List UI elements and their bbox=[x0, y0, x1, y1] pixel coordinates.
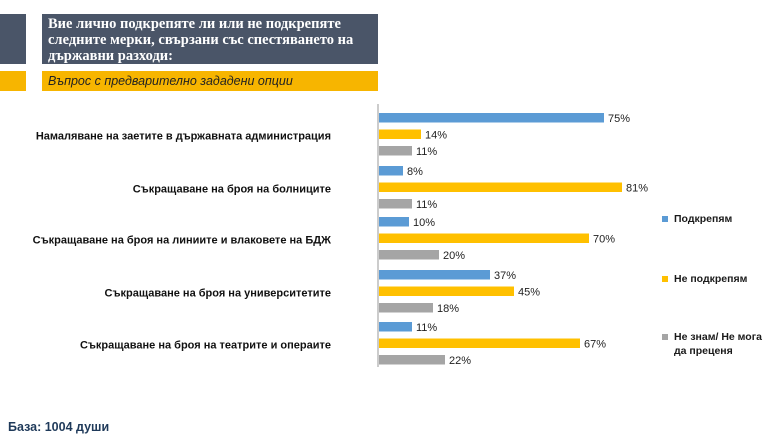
header-title-marker bbox=[0, 14, 26, 64]
legend-label: Не знам/ Не мога да преценя bbox=[674, 331, 762, 357]
sample-base-note: База: 1004 души bbox=[8, 420, 110, 434]
data-label: 37% bbox=[494, 270, 516, 282]
bar bbox=[379, 113, 604, 123]
chart-title: Вие лично подкрепяте ли или не подкрепят… bbox=[42, 14, 378, 64]
bar bbox=[379, 286, 514, 296]
data-label: 22% bbox=[449, 355, 471, 367]
bar bbox=[379, 146, 412, 156]
data-label: 20% bbox=[443, 250, 465, 262]
legend-swatch bbox=[662, 276, 668, 282]
data-label: 81% bbox=[626, 183, 648, 195]
data-label: 75% bbox=[608, 113, 630, 125]
data-label: 18% bbox=[437, 303, 459, 315]
bar bbox=[379, 129, 421, 139]
legend-label: Подкрепям bbox=[674, 213, 733, 225]
data-label: 70% bbox=[593, 234, 615, 246]
category-label: Съкращаване на броя на болниците bbox=[133, 183, 331, 195]
legend-swatch bbox=[662, 216, 668, 222]
bar bbox=[379, 217, 409, 227]
data-label: 10% bbox=[413, 217, 435, 229]
bar bbox=[379, 182, 622, 192]
bar bbox=[379, 270, 490, 280]
data-label: 14% bbox=[425, 130, 447, 142]
category-label: Съкращаване на броя на университетите bbox=[105, 287, 331, 299]
chart-subtitle: Въпрос с предварително зададени опции bbox=[42, 71, 378, 91]
header-subtitle-marker bbox=[0, 71, 26, 91]
category-label: Съкращаване на броя на линиите и влакове… bbox=[33, 234, 331, 246]
bar bbox=[379, 355, 445, 365]
bar bbox=[379, 250, 439, 260]
data-label: 11% bbox=[416, 322, 437, 334]
bar bbox=[379, 233, 589, 243]
data-label: 67% bbox=[584, 339, 606, 351]
data-label: 11% bbox=[416, 146, 437, 158]
data-label: 11% bbox=[416, 199, 437, 211]
data-label: 8% bbox=[407, 166, 423, 178]
bar bbox=[379, 338, 580, 348]
category-label: Съкращаване на броя на театрите и операи… bbox=[80, 339, 331, 351]
data-label: 45% bbox=[518, 287, 540, 299]
legend-label: Не подкрепям bbox=[674, 273, 748, 285]
category-label: Намаляване на заетите в държавната админ… bbox=[36, 130, 331, 142]
bar bbox=[379, 303, 433, 313]
bar bbox=[379, 166, 403, 176]
legend-swatch bbox=[662, 334, 668, 340]
bar bbox=[379, 199, 412, 209]
bar bbox=[379, 322, 412, 332]
